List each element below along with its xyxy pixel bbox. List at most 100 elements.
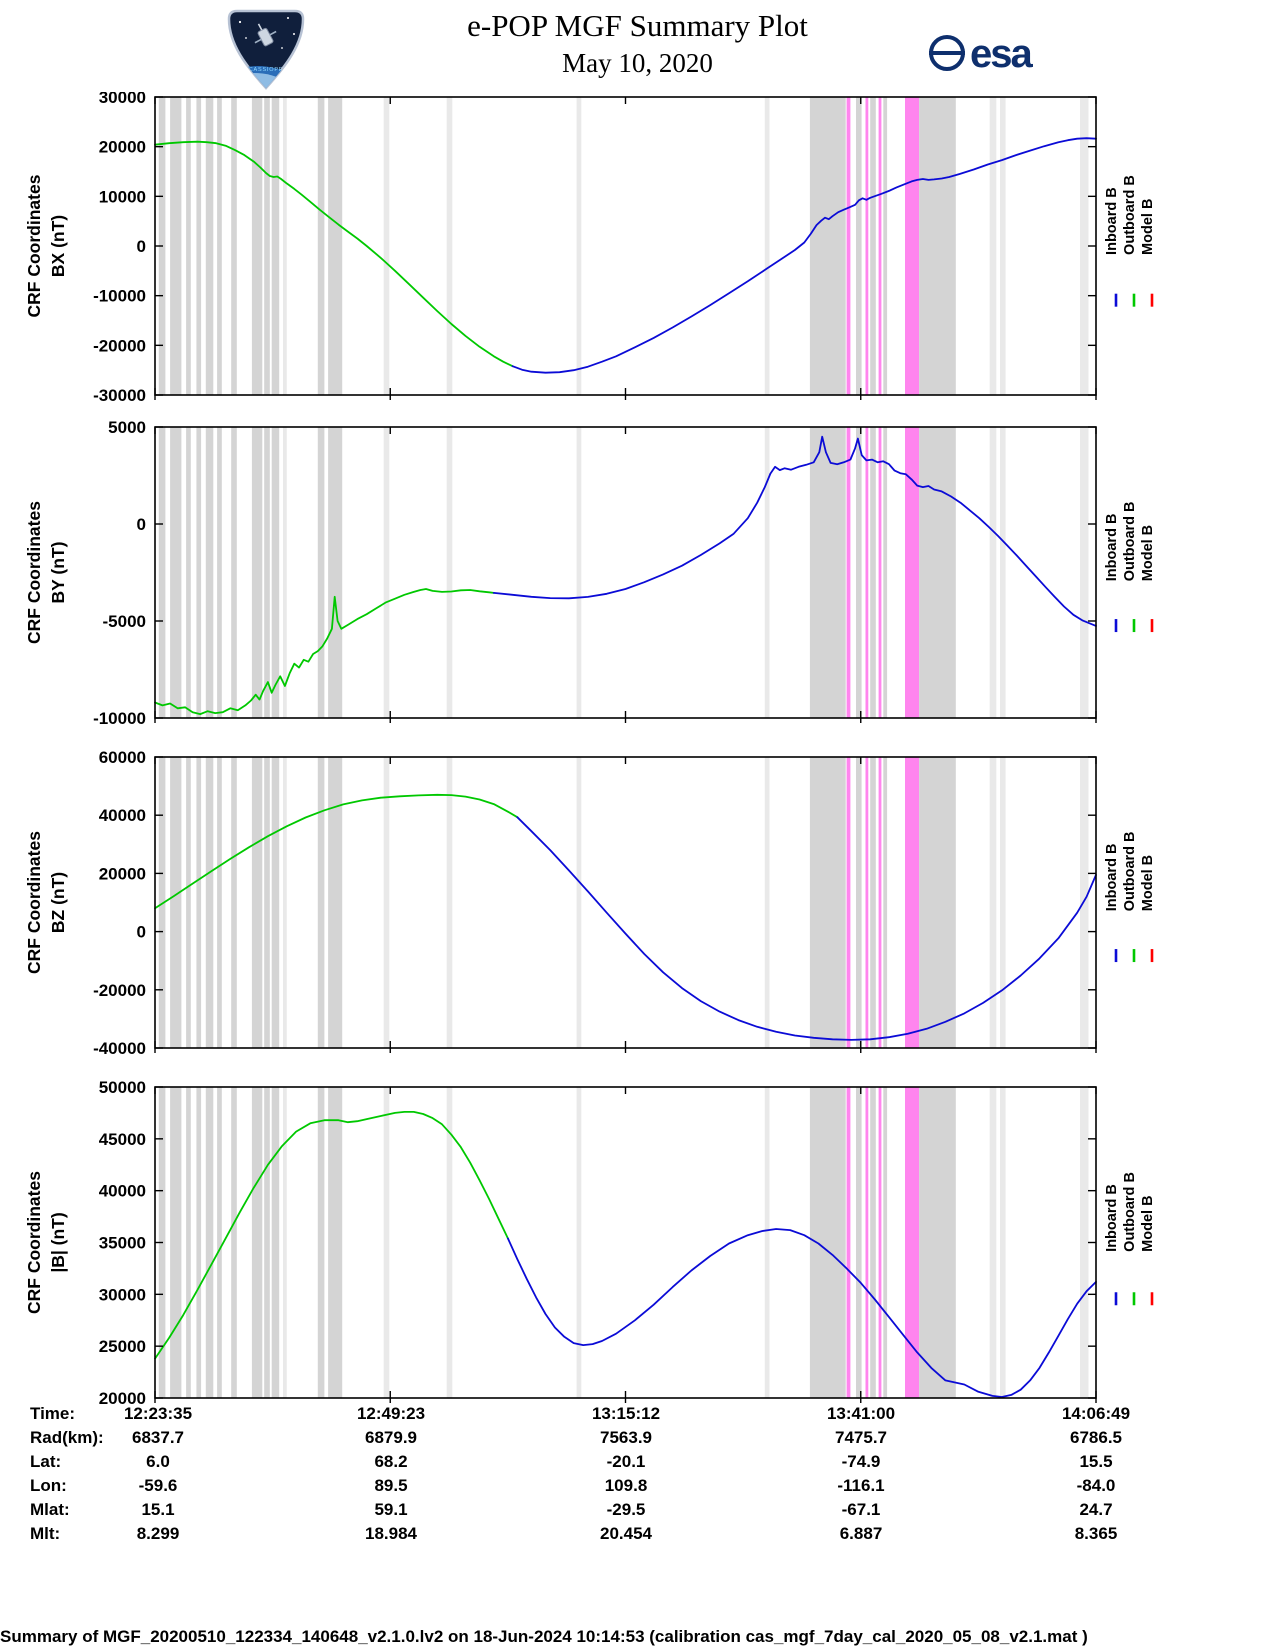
table-cell: 24.7 bbox=[1079, 1500, 1113, 1519]
y-axis-label-component: BY (nT) bbox=[48, 542, 68, 604]
shaded-band-l bbox=[989, 97, 997, 395]
y-tick-label: 40000 bbox=[99, 806, 146, 825]
table-row-label: Mlat: bbox=[30, 1500, 70, 1519]
shaded-band-g bbox=[919, 427, 956, 718]
shaded-band-m bbox=[878, 1087, 882, 1398]
table-cell: 89.5 bbox=[374, 1476, 408, 1495]
footer-table: Time: 12:23:35 12:49:23 13:15:12 13:41:00 14:… bbox=[0, 1404, 1275, 1554]
y-tick-label: -40000 bbox=[93, 1039, 146, 1058]
table-cell: -59.6 bbox=[138, 1476, 178, 1495]
shaded-band-g bbox=[231, 1087, 237, 1398]
shaded-band-g bbox=[919, 757, 956, 1048]
table-cell: -29.5 bbox=[606, 1500, 646, 1519]
shaded-band-l bbox=[446, 427, 453, 718]
table-cell: 68.2 bbox=[374, 1452, 408, 1471]
shaded-band-l bbox=[383, 97, 390, 395]
shaded-band-g bbox=[251, 757, 263, 1048]
legend-label: Inboard B bbox=[1104, 187, 1120, 255]
page-title: e-POP MGF Summary Plot bbox=[467, 8, 808, 43]
shaded-band-l bbox=[283, 757, 287, 1048]
legend-label: Model B bbox=[1140, 199, 1156, 255]
shaded-band-g bbox=[856, 1087, 862, 1398]
shaded-band-g bbox=[251, 427, 263, 718]
plots-canvas: 30000 20000 10000 0 -10000 -20000 -30000 CRF Co… bbox=[24, 92, 1156, 1404]
table-cell: -74.9 bbox=[841, 1452, 881, 1471]
table-cell: 12:23:35 bbox=[123, 1404, 193, 1423]
shaded-band-g bbox=[883, 427, 888, 718]
shaded-band-l bbox=[1000, 757, 1006, 1048]
series-inboard bbox=[492, 435, 1097, 627]
shaded-band-g bbox=[328, 427, 343, 718]
y-tick-label: 0 bbox=[137, 237, 146, 256]
table-cell: 59.1 bbox=[374, 1500, 408, 1519]
series-outboard bbox=[154, 140, 514, 368]
table-cell: 15.1 bbox=[141, 1500, 175, 1519]
shaded-band-g bbox=[205, 97, 214, 395]
legend-label: Outboard B bbox=[1122, 831, 1138, 911]
shaded-band-g bbox=[196, 97, 202, 395]
shaded-band-l bbox=[989, 1087, 997, 1398]
shaded-band-l bbox=[576, 1087, 582, 1398]
shaded-band-m bbox=[846, 1087, 851, 1398]
series-outboard bbox=[154, 588, 495, 715]
shaded-band-m bbox=[905, 757, 920, 1048]
y-tick-label: 60000 bbox=[99, 748, 146, 767]
y-tick-label: 0 bbox=[137, 923, 146, 942]
table-cell: 20.454 bbox=[600, 1524, 652, 1543]
y-tick-label: -5000 bbox=[103, 612, 146, 631]
shaded-band-l bbox=[989, 757, 997, 1048]
shaded-band-g bbox=[158, 757, 166, 1048]
y-axis-label-coordinates: CRF Coordinates bbox=[24, 1171, 44, 1314]
shaded-band-m bbox=[865, 97, 869, 395]
y-tick-label: 0 bbox=[137, 515, 146, 534]
table-cell: 18.984 bbox=[365, 1524, 417, 1543]
table-row-label: Lat: bbox=[30, 1452, 62, 1471]
y-tick-label: 25000 bbox=[99, 1337, 146, 1356]
shaded-band-g bbox=[217, 1087, 222, 1398]
shaded-band-l bbox=[576, 427, 582, 718]
shaded-band-l bbox=[283, 97, 287, 395]
table-cell: -116.1 bbox=[837, 1476, 885, 1495]
shaded-band-l bbox=[1080, 757, 1089, 1048]
shaded-band-m bbox=[878, 427, 882, 718]
shaded-band-l bbox=[446, 97, 453, 395]
table-cell: 7475.7 bbox=[835, 1428, 887, 1447]
series-inboard bbox=[516, 816, 1097, 1041]
y-tick-label: -10000 bbox=[93, 709, 146, 728]
shaded-band-g bbox=[170, 97, 182, 395]
shaded-band-m bbox=[865, 757, 869, 1048]
shaded-band-l bbox=[764, 97, 770, 395]
shaded-band-g bbox=[196, 757, 202, 1048]
shaded-band-g bbox=[264, 97, 270, 395]
y-tick-label: 50000 bbox=[99, 1078, 146, 1097]
shaded-band-g bbox=[317, 97, 325, 395]
shaded-band-g bbox=[883, 1087, 888, 1398]
shaded-band-g bbox=[271, 427, 280, 718]
legend-label: Outboard B bbox=[1122, 175, 1138, 255]
shaded-band-g bbox=[205, 427, 214, 718]
shaded-band-l bbox=[1000, 1087, 1006, 1398]
y-axis-label-component: BZ (nT) bbox=[48, 872, 68, 933]
shaded-band-g bbox=[317, 757, 325, 1048]
shaded-band-m bbox=[846, 427, 851, 718]
shaded-band-l bbox=[1080, 97, 1089, 395]
shaded-band-m bbox=[865, 427, 869, 718]
table-row-label: Rad(km): bbox=[30, 1428, 104, 1447]
shaded-band-m bbox=[878, 97, 882, 395]
shaded-band-g bbox=[217, 97, 222, 395]
shaded-band-l bbox=[283, 427, 287, 718]
y-tick-label: -20000 bbox=[93, 981, 146, 1000]
y-tick-label: -30000 bbox=[93, 386, 146, 405]
shaded-band-g bbox=[186, 1087, 191, 1398]
shaded-band-l bbox=[383, 757, 390, 1048]
y-tick-label: 10000 bbox=[99, 187, 146, 206]
table-row: Mlt: 8.299 18.984 20.454 6.887 8.365 bbox=[0, 1524, 1275, 1548]
shaded-band-l bbox=[446, 1087, 453, 1398]
shaded-band-g bbox=[251, 97, 263, 395]
shaded-band-m bbox=[905, 97, 920, 395]
shaded-band-g bbox=[883, 757, 888, 1048]
table-cell: -84.0 bbox=[1076, 1476, 1116, 1495]
shaded-band-g bbox=[251, 1087, 263, 1398]
shaded-band-m bbox=[905, 427, 920, 718]
